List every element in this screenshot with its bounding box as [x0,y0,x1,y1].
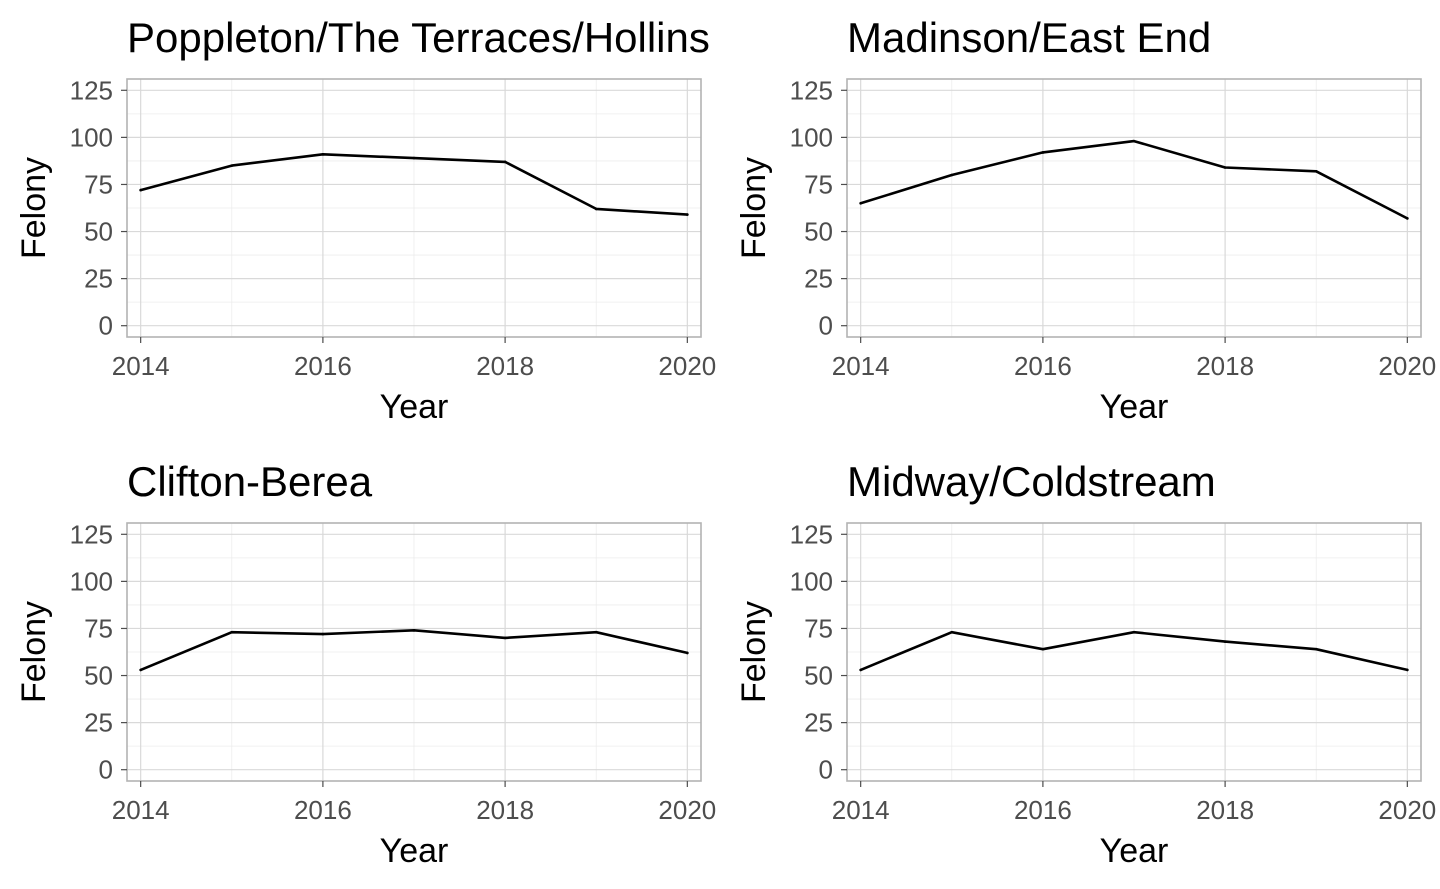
data-point [412,629,416,632]
data-point [321,632,325,636]
data-point [859,668,862,672]
panel-border [846,78,1422,338]
panel-title: Madinson/East End [847,14,1211,61]
data-point [1132,139,1136,143]
x-tick-label: 2014 [112,795,170,825]
y-tick-label: 100 [790,566,833,596]
y-tick-label: 25 [84,708,113,738]
x-tick-label: 2020 [1378,351,1436,381]
y-tick-label: 125 [790,519,833,549]
data-point [1223,640,1227,643]
data-point [1406,668,1409,672]
y-tick-label: 125 [70,75,113,105]
data-point [1314,647,1318,651]
y-tick-label: 50 [804,661,833,691]
panel-title: Poppleton/The Terraces/Hollins [127,14,710,61]
y-tick-label: 50 [84,217,113,247]
y-tick-label: 25 [804,264,833,294]
data-point [1132,630,1136,634]
y-tick-label: 50 [84,661,113,691]
x-axis-title: Year [1100,388,1169,426]
data-point [1041,151,1045,154]
y-axis-title: Felony [735,157,773,259]
panel-border [846,522,1422,782]
panel-title: Clifton-Berea [127,458,373,505]
data-point [950,630,954,634]
x-tick-label: 2018 [1196,351,1254,381]
y-tick-label: 75 [804,613,833,643]
data-point [412,156,416,160]
x-tick-label: 2016 [294,795,352,825]
y-tick-label: 75 [804,169,833,199]
y-tick-label: 25 [84,264,113,294]
data-point [230,630,234,634]
y-axis-title: Felony [15,601,53,703]
x-tick-label: 2014 [112,351,170,381]
x-tick-label: 2020 [658,795,716,825]
y-tick-label: 75 [84,169,113,199]
data-point [1314,169,1318,173]
panel-2: 0 25 50 75 100 125 2014 2016 2018 2020 Year Felony M… [735,14,1436,426]
y-tick-label: 125 [790,75,833,105]
x-tick-label: 2014 [832,351,890,381]
data-point [1406,217,1409,220]
data-point [1223,166,1227,169]
panel-border [126,78,702,338]
data-point [950,173,954,177]
data-point [686,651,689,655]
data-point [139,668,142,672]
data-point [594,630,598,634]
panel-1: 0 25 50 75 100 125 2014 2016 2018 2020 Year Felony P… [15,14,716,426]
x-tick-label: 2014 [832,795,890,825]
data-point [859,201,862,205]
x-tick-label: 2020 [1378,795,1436,825]
x-tick-label: 2018 [476,351,534,381]
x-tick-label: 2020 [658,351,716,381]
x-tick-label: 2016 [294,351,352,381]
y-tick-label: 0 [819,311,833,341]
x-axis-title: Year [380,832,449,870]
x-tick-label: 2018 [1196,795,1254,825]
data-point [139,188,142,192]
y-axis-title: Felony [735,601,773,703]
y-tick-label: 25 [804,708,833,738]
y-tick-label: 100 [70,122,113,152]
panel-4: 0 25 50 75 100 125 2014 2016 2018 2020 Year Felony M… [735,458,1436,870]
data-point [503,160,507,164]
panel-3: 0 25 50 75 100 125 2014 2016 2018 2020 Year Felony C… [15,458,716,870]
x-axis-title: Year [380,388,449,426]
panel-border [126,522,702,782]
y-tick-label: 0 [819,755,833,785]
data-point [230,164,234,167]
data-point [321,153,325,156]
y-tick-label: 100 [70,566,113,596]
data-point [686,213,689,216]
data-point [503,636,507,640]
x-tick-label: 2016 [1014,795,1072,825]
y-tick-label: 125 [70,519,113,549]
x-tick-label: 2016 [1014,351,1072,381]
y-tick-label: 75 [84,613,113,643]
panel-title: Midway/Coldstream [847,458,1216,505]
data-point [594,207,598,211]
y-axis-title: Felony [15,157,53,259]
y-tick-label: 50 [804,217,833,247]
x-tick-label: 2018 [476,795,534,825]
x-axis-title: Year [1100,832,1169,870]
y-tick-label: 0 [99,311,113,341]
y-tick-label: 0 [99,755,113,785]
y-tick-label: 100 [790,122,833,152]
data-point [1041,647,1045,651]
